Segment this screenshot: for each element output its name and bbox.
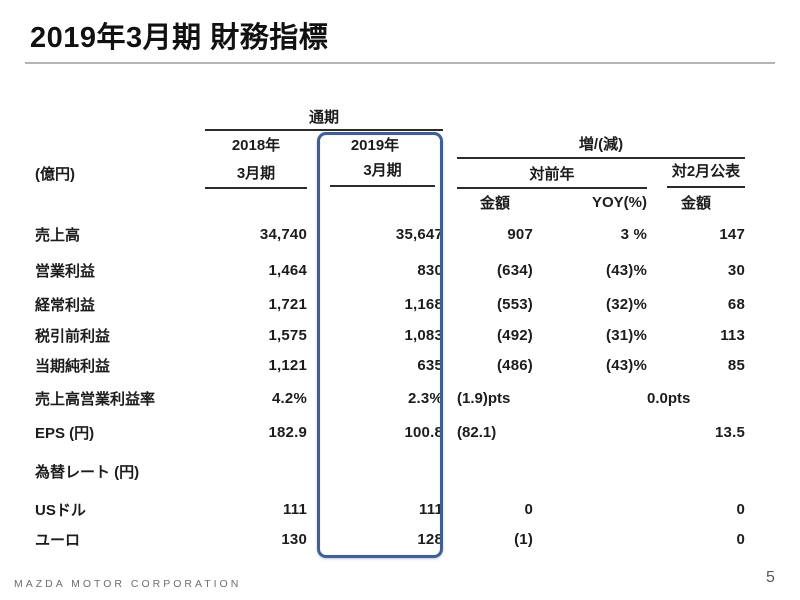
value-change-vs-prev: (1.9)pts <box>457 389 511 407</box>
value-yoy: 3 % <box>620 225 648 243</box>
row-label: 税引前利益 <box>35 327 111 345</box>
value-change-vs-prev: (82.1) <box>457 424 497 441</box>
value-fy2018: 182.9 <box>268 424 307 441</box>
value-fy2019: 111 <box>419 500 444 518</box>
column-header-vs-feb-announcement: 対2月公表 <box>667 160 746 188</box>
row-label: 為替レート (円) <box>35 464 140 481</box>
row-label: 売上高営業利益率 <box>35 390 156 408</box>
value-change-vs-feb: 0.0pts <box>647 389 691 407</box>
subheader-amount-vs-feb: 金額 <box>681 194 712 212</box>
value-fy2018: 1,121 <box>268 356 307 374</box>
header-row-years: 2018年 2019年 増/(減) <box>35 130 746 159</box>
value-fy2019: 1,083 <box>404 326 444 344</box>
subheader-yoy-percent: YOY(%) <box>592 194 648 211</box>
row-label: 売上高 <box>35 226 81 244</box>
value-change-vs-prev: (553) <box>496 296 534 313</box>
value-change-vs-feb: 147 <box>719 225 746 243</box>
value-change-vs-prev: (492) <box>496 326 534 344</box>
header-row-groups: 通期 <box>35 103 745 131</box>
value-change-vs-feb: 13.5 <box>715 424 746 441</box>
value-change-vs-feb: 85 <box>727 356 746 374</box>
value-fy2018: 1,464 <box>268 262 307 279</box>
table-row-ordinary-income: 経常利益 1,721 1,168 (553) (32)% 68 <box>35 289 745 320</box>
value-fy2019: 635 <box>417 356 444 374</box>
value-change-vs-prev: 907 <box>507 225 534 243</box>
header-row-periods: (億円) 3月期 3月期 対前年 対2月公表 <box>35 158 746 189</box>
row-label: USドル <box>35 501 86 519</box>
row-label: ユーロ <box>35 531 81 549</box>
column-group-full-year: 通期 <box>205 103 444 131</box>
value-change-vs-prev: 0 <box>524 500 534 518</box>
column-header-fy2018-line2: 3月期 <box>205 158 307 189</box>
table-row-eps: EPS (円) 182.9 100.8 (82.1) 13.5 <box>35 416 745 449</box>
footer-company-name: MAZDA MOTOR CORPORATION <box>14 578 242 590</box>
page-title: 2019年3月期 財務指標 <box>30 22 329 54</box>
value-fy2018: 1,721 <box>268 296 307 313</box>
value-fy2019: 2.3% <box>408 389 444 407</box>
table-row-net-sales: 売上高 34,740 35,647 907 3 % 147 <box>35 216 745 252</box>
financial-table: 通期 2018年 2019年 増/(減) (億円) 3月期 3月期 対前年 対2… <box>35 103 746 554</box>
value-change-vs-feb: 0 <box>736 500 746 518</box>
value-change-vs-prev: (486) <box>496 356 534 374</box>
table-row-operating-income: 営業利益 1,464 830 (634) (43)% 30 <box>35 252 745 289</box>
table-row-income-before-tax: 税引前利益 1,575 1,083 (492) (31)% 113 <box>35 320 745 350</box>
subheader-amount-vs-prev: 金額 <box>480 195 511 212</box>
value-change-vs-feb: 30 <box>727 262 746 279</box>
value-fy2018: 130 <box>281 530 307 548</box>
value-fy2019: 830 <box>417 262 444 279</box>
row-label: 当期純利益 <box>35 357 111 375</box>
page-number: 5 <box>766 569 775 586</box>
table-row-operating-margin: 売上高営業利益率 4.2% 2.3% (1.9)pts 0.0pts <box>35 380 745 416</box>
value-change-vs-prev: (1) <box>514 530 534 548</box>
table-row-net-income: 当期純利益 1,121 635 (486) (43)% 85 <box>35 350 745 380</box>
table-row-euro-rate: ユーロ 130 128 (1) 0 <box>35 524 745 554</box>
row-label: EPS (円) <box>35 425 95 442</box>
value-fy2018: 111 <box>283 500 307 518</box>
title-divider <box>25 62 775 64</box>
value-fy2018: 4.2% <box>272 389 307 407</box>
value-change-vs-prev: (634) <box>496 262 534 279</box>
header-row-subcolumns: 金額 YOY(%) 金額 <box>35 188 745 216</box>
row-label: 営業利益 <box>35 263 96 280</box>
column-group-change: 増/(減) <box>457 130 746 159</box>
table-row-exchange-rate-header: 為替レート (円) <box>35 449 745 494</box>
value-fy2018: 1,575 <box>268 326 307 344</box>
row-label: 経常利益 <box>35 297 96 314</box>
unit-label: (億円) <box>35 165 75 183</box>
value-change-vs-feb: 68 <box>727 296 746 313</box>
value-yoy: (32)% <box>606 296 648 313</box>
value-change-vs-feb: 0 <box>736 530 746 548</box>
value-fy2019: 35,647 <box>395 225 444 243</box>
value-yoy: (31)% <box>606 326 648 344</box>
column-header-fy2018-line1: 2018年 <box>231 137 281 154</box>
value-fy2019: 128 <box>417 530 444 548</box>
value-yoy: (43)% <box>606 262 648 279</box>
value-yoy: (43)% <box>606 356 648 374</box>
value-fy2019: 1,168 <box>404 296 444 313</box>
column-header-fy2019-line2: 3月期 <box>330 159 436 187</box>
value-change-vs-feb: 113 <box>720 326 746 344</box>
column-header-fy2019-line1: 2019年 <box>350 137 400 154</box>
value-fy2019: 100.8 <box>404 424 444 441</box>
value-fy2018: 34,740 <box>259 225 307 243</box>
table-row-usd-rate: USドル 111 111 0 0 <box>35 494 745 524</box>
column-header-vs-prev-year: 対前年 <box>457 158 648 189</box>
